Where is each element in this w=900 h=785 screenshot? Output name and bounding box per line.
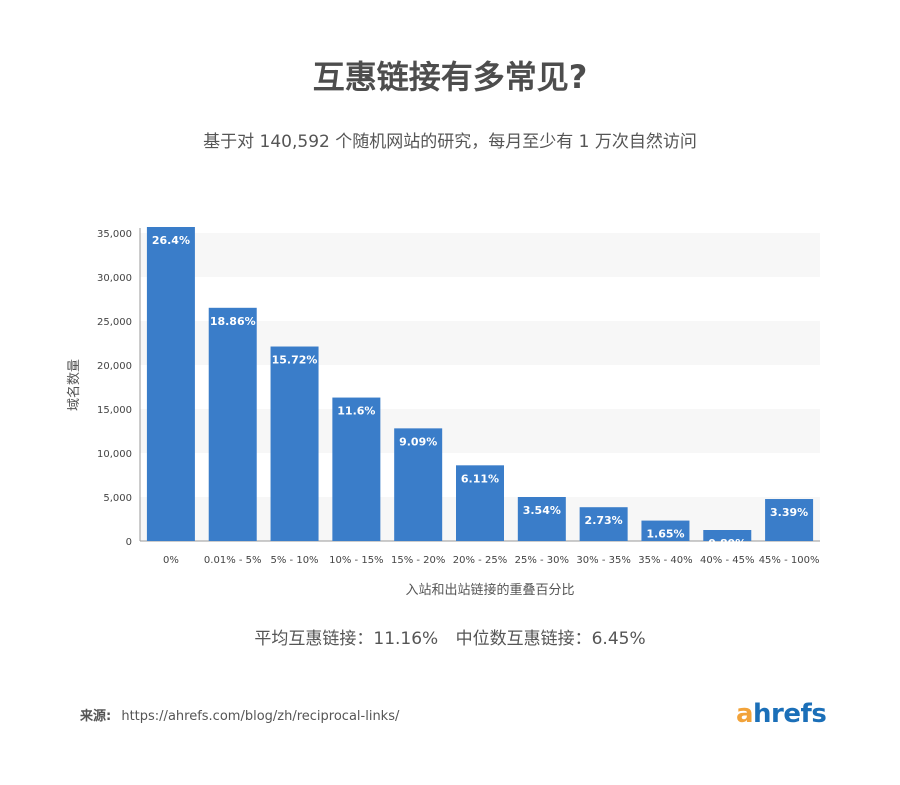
y-tick-label: 25,000	[97, 317, 132, 328]
bar-value-label: 3.39%	[770, 506, 808, 519]
bar-value-label: 2.73%	[585, 514, 623, 527]
median-reciprocal: 中位数互惠链接：6.45%	[455, 629, 646, 649]
bar	[270, 346, 319, 541]
bar-chart: 0 5,000 10,000 15,000 20,000 25,000 30,000 35,0…	[66, 227, 820, 598]
bar	[208, 307, 257, 541]
x-tick-label: 0%	[163, 555, 179, 566]
y-tick-label: 35,000	[97, 229, 132, 240]
bar	[517, 497, 566, 541]
x-tick-label: 0.01% - 5%	[204, 555, 262, 566]
x-tick-label: 25% - 30%	[515, 555, 569, 566]
bar-value-label: 11.6%	[337, 405, 375, 418]
grid-band	[140, 233, 820, 277]
bar	[703, 530, 752, 541]
x-tick-label: 10% - 15%	[329, 555, 383, 566]
x-tick-label: 15% - 20%	[391, 555, 445, 566]
x-tick-label: 45% - 100%	[759, 555, 820, 566]
y-tick-label: 5,000	[103, 493, 132, 504]
bar-value-label: 6.11%	[461, 472, 499, 485]
x-tick-label: 40% - 45%	[700, 555, 754, 566]
bar	[641, 520, 690, 541]
x-axis-title: 入站和出站链接的重叠百分比	[405, 582, 574, 598]
bar	[456, 465, 504, 541]
x-tick-label: 35% - 40%	[638, 555, 692, 566]
y-tick-label: 30,000	[97, 273, 132, 284]
y-tick-label: 10,000	[97, 449, 132, 460]
bar-value-label: 18.86%	[210, 315, 256, 328]
bar	[579, 507, 628, 541]
bar-value-label: 9.09%	[399, 435, 437, 448]
source-url[interactable]: https://ahrefs.com/blog/zh/reciprocal-li…	[121, 709, 400, 724]
chart-title: 互惠链接有多常见?	[312, 58, 588, 96]
chart-subtitle: 基于对 140,592 个随机网站的研究，每月至少有 1 万次自然访问	[203, 132, 697, 152]
y-tick-label: 0	[126, 537, 132, 548]
bar	[146, 227, 195, 541]
ahrefs-logo: ahrefs	[736, 699, 827, 729]
logo-rest: hrefs	[753, 699, 827, 729]
bar-value-label: 26.4%	[152, 234, 190, 247]
average-reciprocal: 平均互惠链接：11.16%	[254, 629, 439, 649]
bar-value-label: 1.65%	[646, 528, 684, 541]
bar-value-label: 0.89%	[708, 537, 746, 550]
x-tick-label: 5% - 10%	[271, 555, 319, 566]
bar-value-label: 3.54%	[523, 504, 561, 517]
source-label: 来源:	[80, 709, 112, 724]
y-axis-title: 域名数量	[66, 359, 82, 411]
source-line: 来源: https://ahrefs.com/blog/zh/reciproca…	[80, 705, 399, 724]
y-tick-label: 20,000	[97, 361, 132, 372]
logo-first-letter: a	[736, 699, 754, 729]
summary-stats: 平均互惠链接：11.16% 中位数互惠链接：6.45%	[0, 624, 900, 649]
x-tick-label: 30% - 35%	[576, 555, 630, 566]
bar	[332, 397, 381, 541]
x-tick-label: 20% - 25%	[453, 555, 507, 566]
bar-value-label: 15.72%	[272, 354, 318, 367]
bar	[394, 428, 443, 541]
bar	[765, 499, 814, 541]
y-tick-label: 15,000	[97, 405, 132, 416]
